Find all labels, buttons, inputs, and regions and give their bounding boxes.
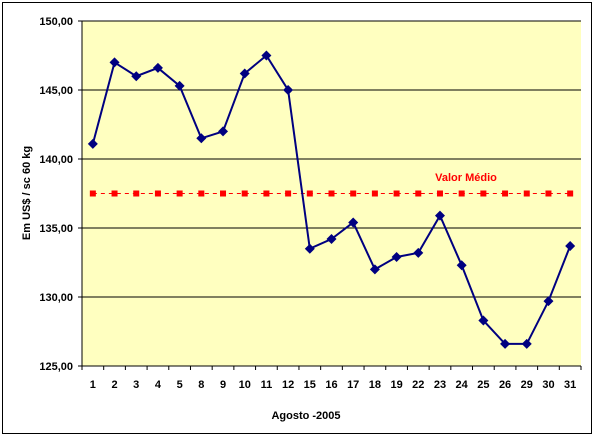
average-marker	[502, 190, 509, 197]
average-marker	[89, 190, 96, 197]
average-marker	[241, 190, 248, 197]
y-tick-label: 125,00	[39, 361, 73, 373]
data-point	[565, 240, 576, 251]
data-point	[283, 85, 294, 95]
gridlines	[82, 20, 581, 298]
average-marker	[306, 190, 313, 197]
x-tick-label: 29	[521, 379, 533, 391]
average-marker	[350, 190, 357, 197]
data-point	[478, 315, 489, 326]
average-marker	[545, 190, 552, 197]
x-tick-label: 5	[177, 379, 183, 391]
x-tick-label: 25	[477, 379, 489, 391]
average-marker	[263, 190, 270, 197]
average-marker	[436, 190, 443, 197]
data-point	[196, 133, 207, 144]
x-tick-label: 10	[239, 379, 251, 391]
y-tick-label: 150,00	[39, 16, 73, 28]
data-point	[500, 338, 511, 349]
data-point	[456, 260, 467, 271]
x-tick-label: 11	[261, 379, 273, 391]
data-point	[131, 71, 142, 82]
x-tick-label: 16	[325, 379, 337, 391]
average-marker	[133, 190, 140, 197]
average-marker	[198, 190, 205, 197]
x-tick-label: 2	[111, 379, 117, 391]
y-tick-label: 130,00	[39, 292, 73, 304]
data-point	[348, 217, 359, 228]
y-axis-title: Em US$ / sc 60 kg	[21, 146, 33, 240]
average-marker	[220, 190, 227, 197]
data-point	[391, 251, 402, 262]
average-marker	[567, 190, 574, 197]
data-point	[218, 126, 229, 137]
x-tick-label: 8	[198, 379, 204, 391]
data-point	[326, 234, 337, 245]
data-point	[239, 68, 250, 79]
data-point	[413, 247, 424, 258]
y-tick-label: 135,00	[39, 223, 73, 235]
x-tick-label: 4	[155, 379, 162, 391]
data-point	[174, 80, 185, 91]
data-point	[109, 57, 120, 68]
y-tick-labels: 125,00 130,00 135,00 140,00 145,00 150,00	[39, 16, 82, 373]
x-tick-labels: 1 2 3 4 5 8 9 10 11 12 15 16 17 18 19 22 23 24 25 26 29 30 31	[81, 366, 582, 391]
x-tick-label: 22	[412, 379, 424, 391]
y-tick-label: 140,00	[39, 154, 73, 166]
data-point	[369, 264, 380, 275]
data-point	[304, 243, 315, 254]
x-tick-label: 30	[542, 379, 554, 391]
x-tick-label: 1	[90, 379, 96, 391]
x-tick-label: 12	[282, 379, 294, 391]
annotation-valor-medio: Valor Médio	[435, 172, 497, 184]
data-point	[543, 296, 554, 307]
x-tick-label: 24	[456, 379, 469, 391]
average-marker	[176, 190, 183, 197]
x-tick-label: 23	[434, 379, 446, 391]
average-marker	[371, 190, 378, 197]
average-marker	[328, 190, 335, 197]
average-marker	[523, 190, 530, 197]
data-point	[87, 138, 98, 149]
x-tick-label: 19	[390, 379, 402, 391]
average-marker	[458, 190, 465, 197]
data-point	[434, 210, 445, 221]
x-tick-label: 18	[369, 379, 381, 391]
x-tick-label: 9	[220, 379, 226, 391]
data-point	[152, 62, 163, 73]
x-tick-label: 31	[564, 379, 576, 391]
y-tick-label: 145,00	[39, 85, 73, 97]
x-tick-label: 15	[304, 379, 316, 391]
average-marker	[154, 190, 161, 197]
data-point	[521, 338, 532, 349]
average-marker	[393, 190, 400, 197]
average-marker	[111, 190, 118, 197]
x-tick-label: 17	[347, 379, 359, 391]
average-marker	[480, 190, 487, 197]
x-axis-title: Agosto -2005	[271, 410, 340, 422]
average-marker	[285, 190, 292, 197]
data-point	[261, 50, 272, 61]
x-tick-label: 26	[499, 379, 511, 391]
series-layer	[87, 50, 576, 349]
average-marker	[415, 190, 422, 197]
x-tick-label: 3	[133, 379, 139, 391]
